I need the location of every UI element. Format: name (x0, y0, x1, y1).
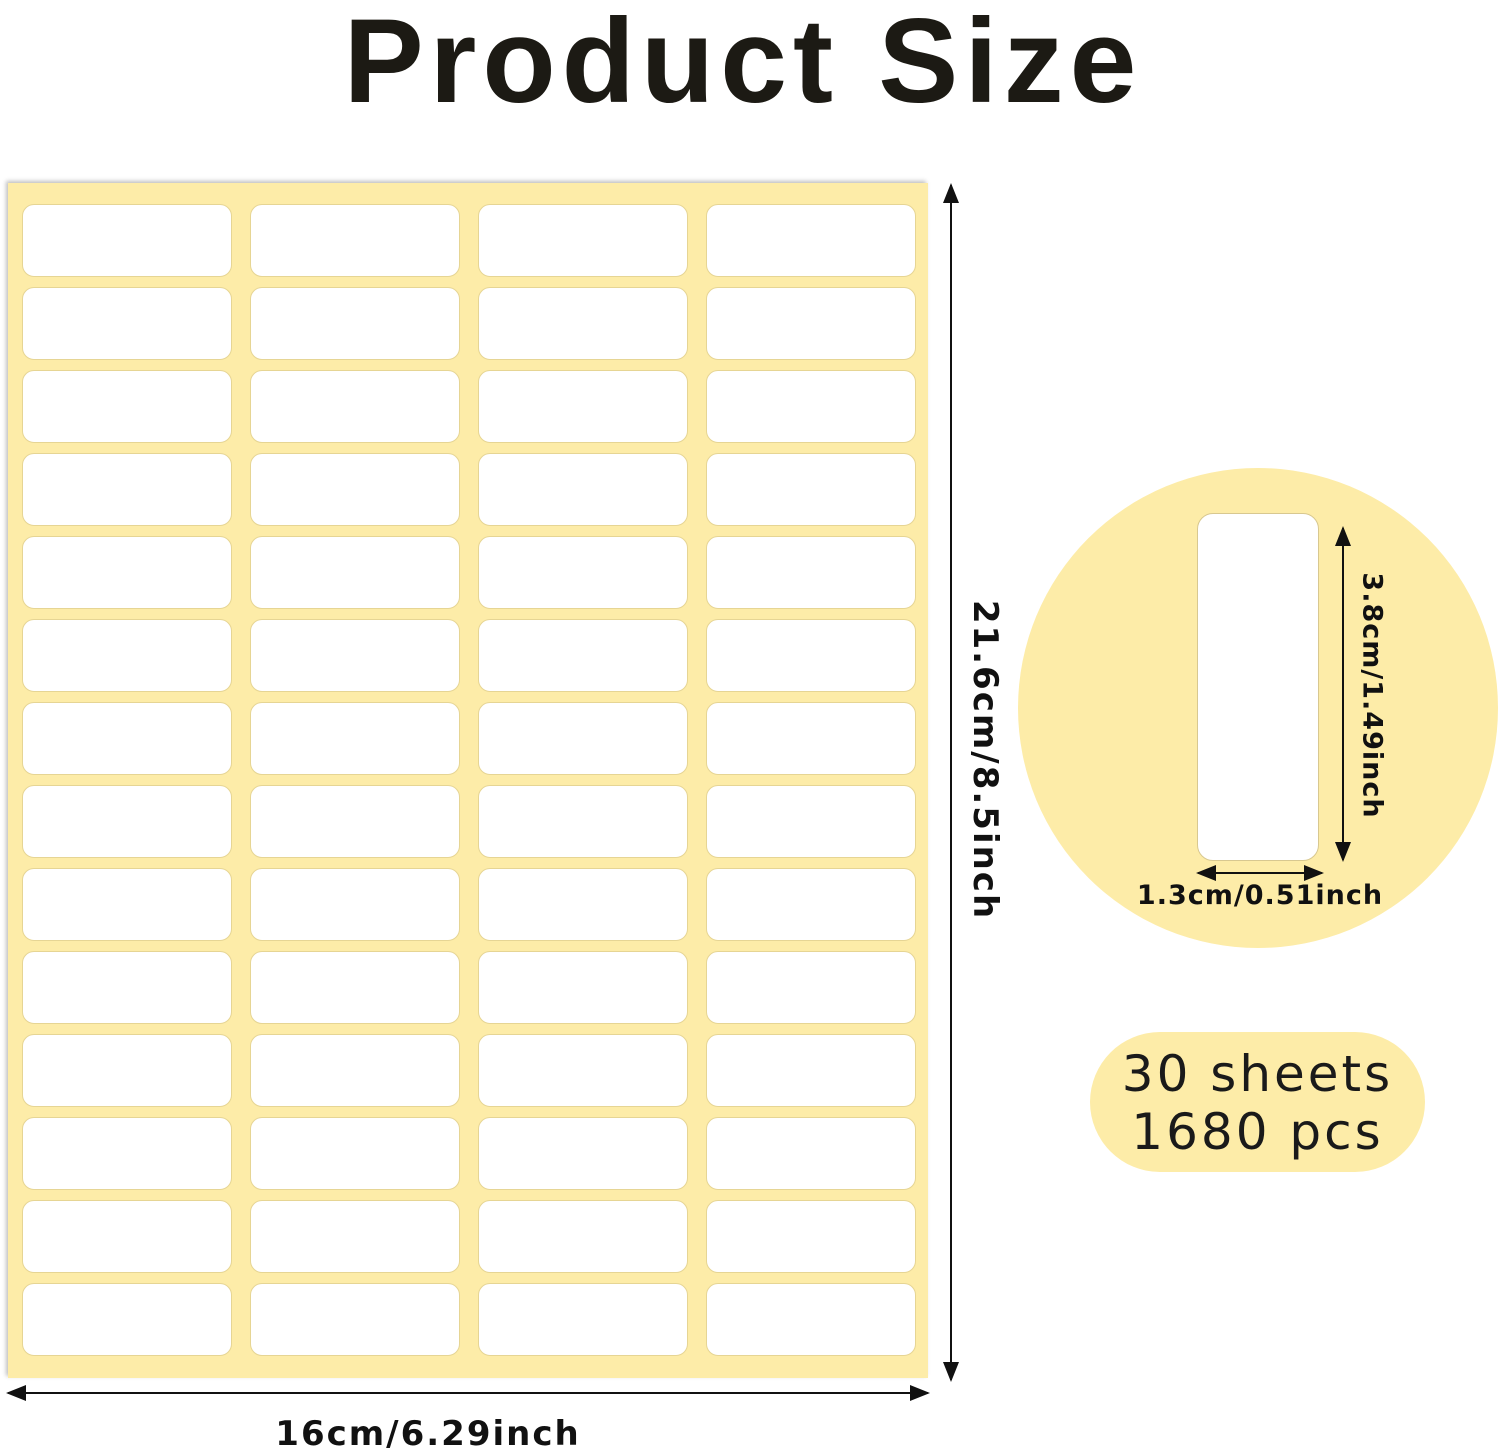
sticker-label (250, 1283, 460, 1356)
sticker-label (706, 702, 916, 775)
sticker-label (22, 619, 232, 692)
sticker-label (478, 453, 688, 526)
sticker-label (250, 287, 460, 360)
sticker-label (706, 785, 916, 858)
sticker-label (478, 868, 688, 941)
sticker-label (478, 204, 688, 277)
sticker-label (706, 1034, 916, 1107)
sticker-label (478, 536, 688, 609)
sticker-label (250, 1200, 460, 1273)
sticker-label (706, 204, 916, 277)
sticker-label (22, 536, 232, 609)
sticker-label (706, 1283, 916, 1356)
sticker-label (250, 204, 460, 277)
sticker-label (22, 1283, 232, 1356)
sticker-label (478, 1200, 688, 1273)
sheets-count: 30 sheets (1121, 1045, 1394, 1103)
sheet-width-label: 16cm/6.29inch (275, 1414, 581, 1454)
sticker-label (706, 536, 916, 609)
label-width-text: 1.3cm/0.51inch (1136, 880, 1384, 911)
sticker-label (22, 1117, 232, 1190)
sticker-label (250, 370, 460, 443)
sticker-label (706, 1117, 916, 1190)
sticker-label (250, 702, 460, 775)
sticker-label (22, 1034, 232, 1107)
sticker-label (706, 619, 916, 692)
sticker-label (22, 204, 232, 277)
sticker-label (478, 370, 688, 443)
quantity-badge: 30 sheets 1680 pcs (1090, 1032, 1425, 1172)
sticker-label (250, 785, 460, 858)
sticker-label (22, 287, 232, 360)
sticker-label (478, 951, 688, 1024)
sticker-label (478, 1034, 688, 1107)
sticker-label (478, 702, 688, 775)
single-label (1197, 513, 1319, 861)
sticker-label (250, 1034, 460, 1107)
sticker-label (250, 536, 460, 609)
sticker-label (250, 1117, 460, 1190)
sticker-label (22, 702, 232, 775)
label-sheet (8, 183, 928, 1378)
label-height-text: 3.8cm/1.49inch (1356, 572, 1388, 819)
sticker-label (22, 951, 232, 1024)
page-title: Product Size (343, 0, 1143, 128)
sticker-label (478, 287, 688, 360)
sticker-label (706, 868, 916, 941)
sticker-label (22, 868, 232, 941)
sticker-label (706, 1200, 916, 1273)
sticker-label (706, 453, 916, 526)
sticker-label (22, 785, 232, 858)
sticker-label (478, 1117, 688, 1190)
sticker-label (250, 868, 460, 941)
sticker-label (22, 1200, 232, 1273)
sticker-label (706, 951, 916, 1024)
sticker-label (250, 619, 460, 692)
sticker-label (478, 619, 688, 692)
pieces-count: 1680 pcs (1131, 1103, 1384, 1161)
sticker-label (22, 453, 232, 526)
sticker-label (22, 370, 232, 443)
sticker-label (478, 1283, 688, 1356)
sticker-label (706, 370, 916, 443)
sticker-label (250, 951, 460, 1024)
sticker-label (250, 453, 460, 526)
sticker-label (706, 287, 916, 360)
sticker-label (478, 785, 688, 858)
